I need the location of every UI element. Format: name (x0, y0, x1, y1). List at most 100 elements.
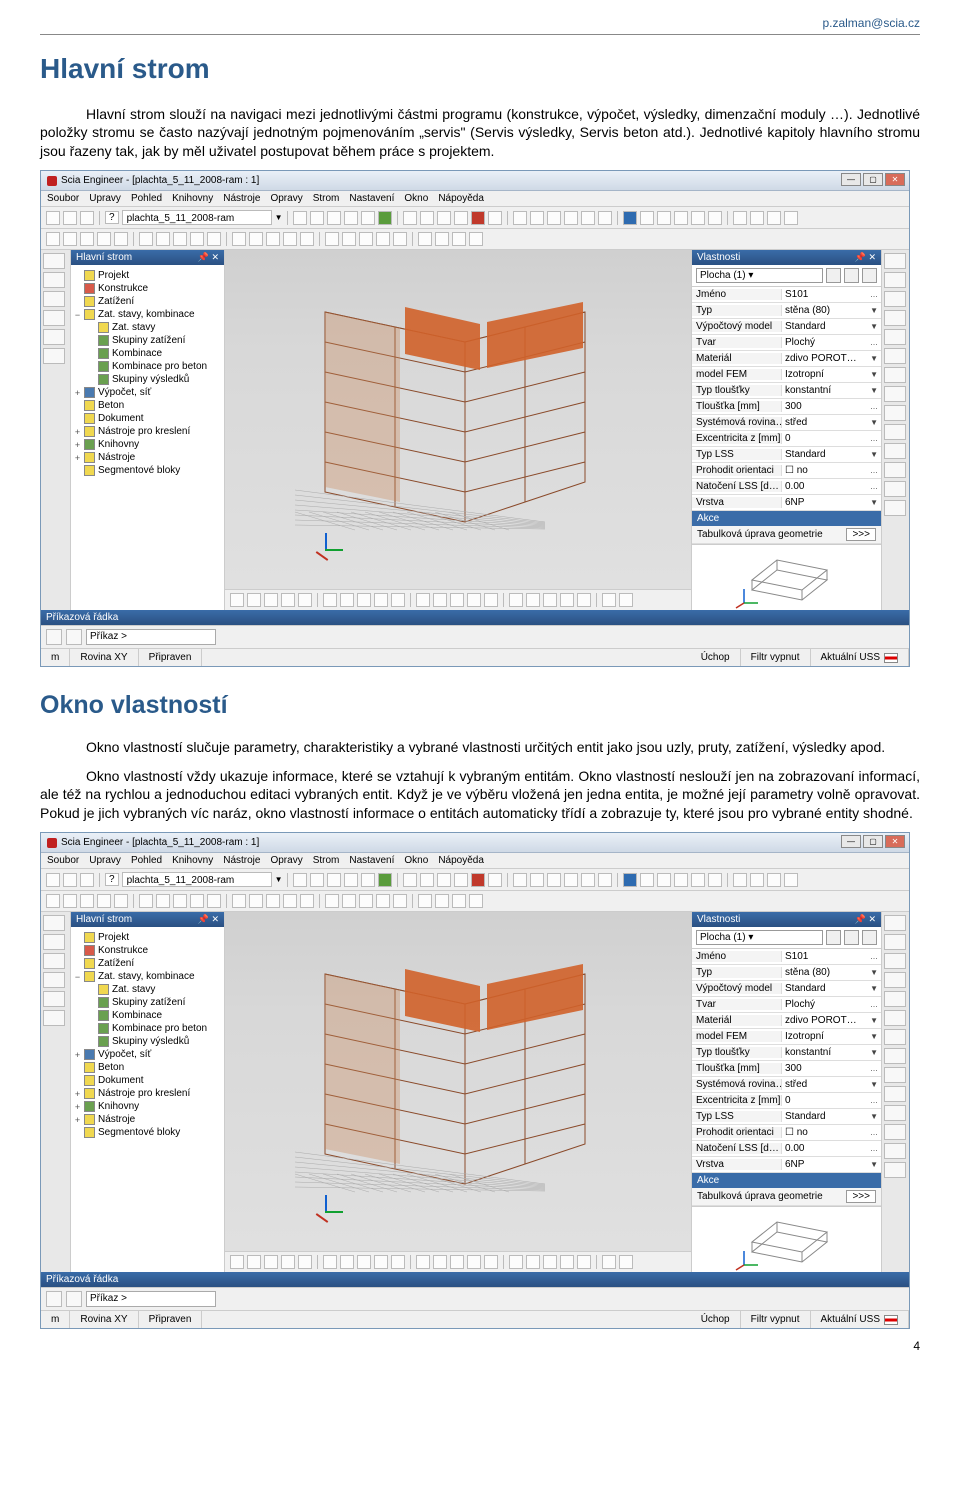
toolbar-icon[interactable] (577, 593, 591, 607)
toolbar-icon[interactable] (80, 894, 94, 908)
menu-item[interactable]: Nápoyěda (438, 855, 484, 866)
toolbar-icon[interactable] (359, 232, 373, 246)
property-row[interactable]: Výpočtový model Standard▼ (692, 981, 881, 997)
toolbar-icon[interactable] (657, 873, 671, 887)
action-row[interactable]: Tabulková úprava geometrie>>> (692, 526, 881, 544)
dropdown-icon[interactable]: ▼ (870, 450, 878, 459)
toolbar-icon[interactable] (619, 593, 633, 607)
toolbar-icon[interactable] (484, 1255, 498, 1269)
tree-expand-icon[interactable]: − (73, 310, 82, 320)
toolbar-icon[interactable] (139, 232, 153, 246)
toolbar-icon[interactable] (598, 211, 612, 225)
toolbar-icon[interactable] (708, 211, 722, 225)
toolbar-icon[interactable] (623, 873, 637, 887)
toolbar-icon[interactable] (46, 211, 60, 225)
toolbar-icon[interactable] (310, 873, 324, 887)
toolbar-icon[interactable] (361, 873, 375, 887)
property-row[interactable]: model FEM Izotropní▼ (692, 1029, 881, 1045)
toolbar-icon[interactable] (325, 894, 339, 908)
menu-item[interactable]: Nástroje (223, 855, 260, 866)
command-input[interactable]: Příkaz > (86, 1291, 216, 1307)
toolbar-icon[interactable] (374, 1255, 388, 1269)
toolbar-icon[interactable] (513, 873, 527, 887)
property-value[interactable]: Izotropní▼ (782, 1031, 881, 1042)
menu-item[interactable]: Okno (404, 855, 428, 866)
toolbar-icon[interactable] (403, 873, 417, 887)
toolbar-icon[interactable] (784, 873, 798, 887)
property-value[interactable]: 0… (782, 1095, 881, 1106)
toolbar-icon[interactable] (230, 1255, 244, 1269)
tree-item[interactable]: +Nástroje (73, 451, 222, 464)
toolbar-icon[interactable] (708, 873, 722, 887)
toolbar-icon[interactable] (564, 873, 578, 887)
property-value[interactable]: zdivo POROT…▼ (782, 353, 881, 364)
tree-item[interactable]: Projekt (73, 269, 222, 282)
dropdown-icon[interactable]: ▼ (870, 1112, 878, 1121)
menu-item[interactable]: Okno (404, 193, 428, 204)
ellipsis-icon[interactable]: … (870, 434, 878, 443)
rail-icon[interactable] (884, 915, 906, 931)
toolbar-icon[interactable] (509, 593, 523, 607)
status-uss[interactable]: Aktuální USS (811, 1311, 909, 1328)
menu-item[interactable]: Pohled (131, 193, 162, 204)
pin-icon[interactable]: 📌 ✕ (198, 914, 219, 925)
rail-icon[interactable] (884, 1067, 906, 1083)
tree-item[interactable]: +Výpočet, síť (73, 1048, 222, 1061)
property-row[interactable]: Prohodit orientaci ☐ no… (692, 463, 881, 479)
menu-item[interactable]: Opravy (270, 193, 302, 204)
tree-item[interactable]: Dokument (73, 1074, 222, 1087)
toolbar-icon[interactable] (190, 232, 204, 246)
tree-item[interactable]: Skupiny výsledků (73, 373, 222, 386)
toolbar-icon[interactable] (266, 232, 280, 246)
rail-icon[interactable] (884, 291, 906, 307)
rail-icon[interactable] (884, 443, 906, 459)
property-row[interactable]: Typ LSS Standard▼ (692, 447, 881, 463)
toolbar-icon[interactable] (435, 232, 449, 246)
menu-item[interactable]: Nastavení (349, 855, 394, 866)
property-value[interactable]: střed▼ (782, 1079, 881, 1090)
tree-item[interactable]: +Nástroje pro kreslení (73, 1087, 222, 1100)
property-value[interactable]: 0.00… (782, 1143, 881, 1154)
tree-expand-icon[interactable]: − (73, 972, 82, 982)
toolbar-icon[interactable] (376, 232, 390, 246)
pin-icon[interactable]: 📌 ✕ (198, 252, 219, 263)
property-row[interactable]: Systémová rovina… střed▼ (692, 415, 881, 431)
property-value[interactable]: Izotropní▼ (782, 369, 881, 380)
property-row[interactable]: Typ stěna (80)▼ (692, 303, 881, 319)
dropdown-icon[interactable]: ▼ (870, 306, 878, 315)
filter-icon[interactable] (844, 268, 859, 283)
menu-item[interactable]: Knihovny (172, 193, 213, 204)
rail-icon[interactable] (43, 310, 65, 326)
property-row[interactable]: Tloušťka [mm] 300… (692, 399, 881, 415)
toolbar-icon[interactable] (323, 1255, 337, 1269)
rail-icon[interactable] (884, 386, 906, 402)
maximize-button[interactable]: ▢ (863, 173, 883, 186)
status-uss[interactable]: Aktuální USS (811, 649, 909, 666)
rail-icon[interactable] (884, 500, 906, 516)
property-value[interactable]: S101… (782, 951, 881, 962)
toolbar-icon[interactable] (530, 873, 544, 887)
toolbar-icon[interactable] (325, 232, 339, 246)
filter-icon[interactable] (844, 930, 859, 945)
toolbar-icon[interactable] (374, 593, 388, 607)
ellipsis-icon[interactable]: … (870, 1000, 878, 1009)
tree-expand-icon[interactable]: + (73, 427, 82, 437)
rail-icon[interactable] (43, 953, 65, 969)
path-q-icon[interactable]: ? (105, 873, 119, 886)
filter-icon[interactable] (862, 930, 877, 945)
toolbar-icon[interactable] (471, 873, 485, 887)
property-row[interactable]: Vrstva 6NP▼ (692, 495, 881, 511)
property-value[interactable]: konstantní▼ (782, 1047, 881, 1058)
toolbar-icon[interactable] (249, 894, 263, 908)
property-row[interactable]: Jméno S101… (692, 949, 881, 965)
toolbar-icon[interactable] (232, 232, 246, 246)
toolbar-icon[interactable] (509, 1255, 523, 1269)
toolbar-icon[interactable] (266, 894, 280, 908)
tree-item[interactable]: Zatížení (73, 295, 222, 308)
rail-icon[interactable] (884, 1010, 906, 1026)
rail-icon[interactable] (884, 1048, 906, 1064)
toolbar-icon[interactable] (340, 1255, 354, 1269)
tree-item[interactable]: Segmentové bloky (73, 464, 222, 477)
property-row[interactable]: Natočení LSS [d… 0.00… (692, 479, 881, 495)
toolbar-icon[interactable] (619, 1255, 633, 1269)
